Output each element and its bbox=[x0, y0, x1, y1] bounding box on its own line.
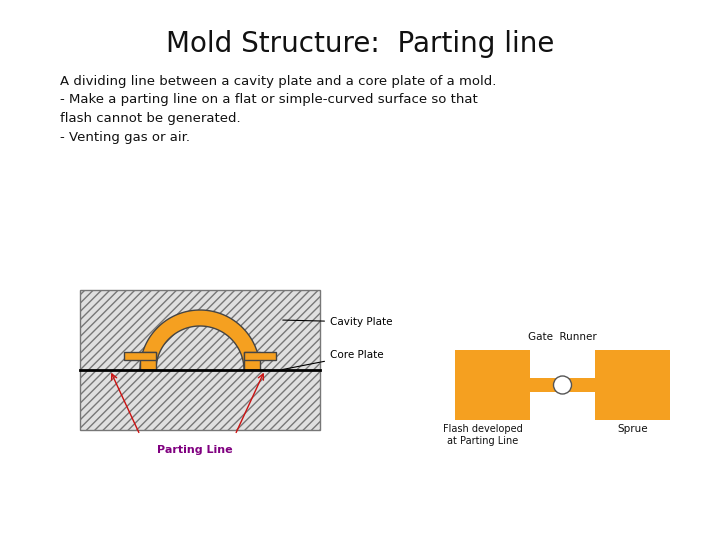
Text: Flash developed
at Parting Line: Flash developed at Parting Line bbox=[443, 424, 523, 446]
Bar bbox=[124, 352, 156, 360]
Bar bbox=[244, 352, 276, 360]
Text: Sprue: Sprue bbox=[617, 424, 648, 434]
Text: Parting Line: Parting Line bbox=[157, 445, 233, 455]
Polygon shape bbox=[140, 310, 260, 370]
Text: Gate  Runner: Gate Runner bbox=[528, 332, 597, 342]
Bar bbox=[595, 350, 670, 420]
Bar bbox=[530, 378, 595, 392]
Bar bbox=[455, 350, 530, 420]
Text: Core Plate: Core Plate bbox=[283, 350, 384, 369]
Text: Cavity Plate: Cavity Plate bbox=[283, 317, 392, 327]
Text: Mold Structure:  Parting line: Mold Structure: Parting line bbox=[166, 30, 554, 58]
Text: A dividing line between a cavity plate and a core plate of a mold.
- Make a part: A dividing line between a cavity plate a… bbox=[60, 75, 496, 144]
Bar bbox=[244, 352, 260, 370]
Circle shape bbox=[554, 376, 572, 394]
Bar bbox=[80, 290, 320, 430]
Bar bbox=[140, 352, 156, 370]
